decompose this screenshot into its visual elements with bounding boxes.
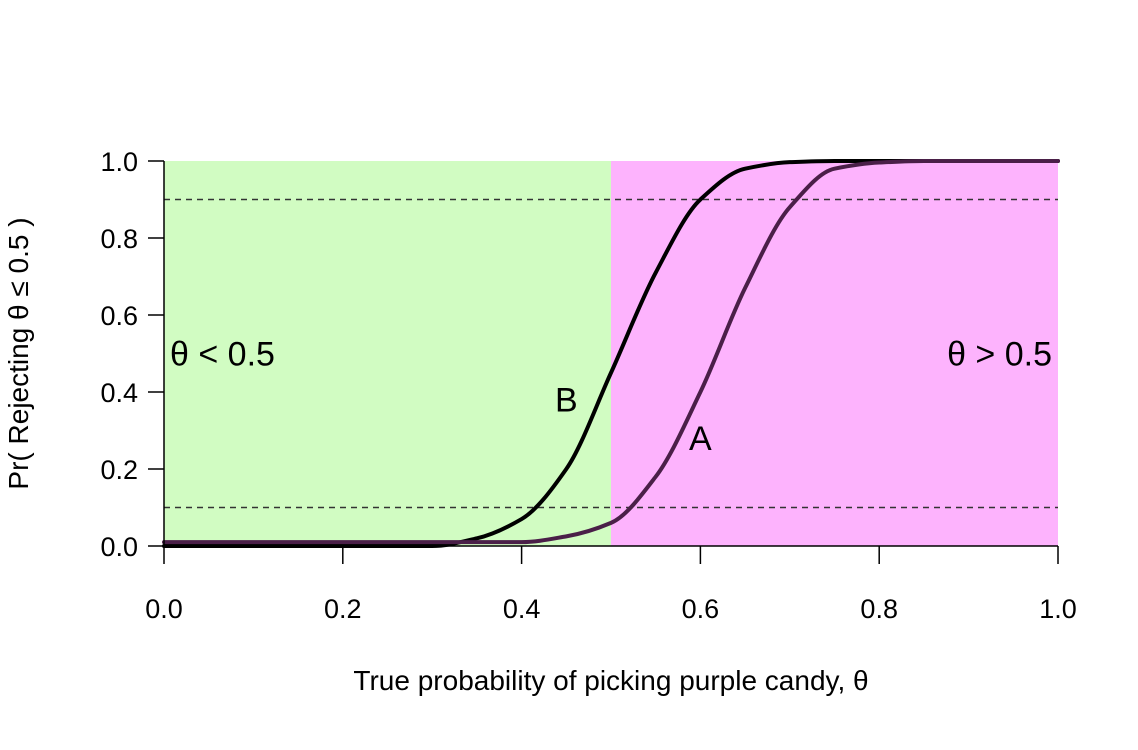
- regions: [164, 161, 1058, 546]
- curve-label-a: A: [689, 420, 712, 458]
- curve-a: [162, 158, 1060, 545]
- x-tick-label-0.2: 0.2: [324, 594, 362, 624]
- x-axis-label: True probability of picking purple candy…: [353, 665, 868, 696]
- region-low: [164, 161, 611, 546]
- curve-label-b: B: [555, 382, 578, 420]
- y-axis-label: Pr( Rejecting θ ≤ 0.5 ): [3, 217, 34, 489]
- x-tick-label-0.0: 0.0: [145, 594, 183, 624]
- x-tick-label-0.8: 0.8: [860, 594, 898, 624]
- region-label-high: θ > 0.5: [947, 336, 1052, 374]
- reference-lines: [164, 198, 1058, 509]
- curves: [162, 158, 1060, 548]
- x-tick-label-1.0: 1.0: [1039, 594, 1077, 624]
- region-high: [611, 161, 1058, 546]
- y-tick-label-0.2: 0.2: [100, 455, 138, 485]
- labels: 0.0 0.2 0.4 0.6 0.8 1.0 0.0 0.2 0.4 0.6 0.8 1.0 True…: [3, 147, 1077, 696]
- y-tick-label-0.8: 0.8: [100, 224, 138, 254]
- y-tick-label-0.4: 0.4: [100, 378, 138, 408]
- x-tick-label-0.4: 0.4: [503, 594, 541, 624]
- y-tick-label-0.0: 0.0: [100, 532, 138, 562]
- y-tick-label-1.0: 1.0: [100, 147, 138, 177]
- x-tick-label-0.6: 0.6: [682, 594, 720, 624]
- y-tick-label-0.6: 0.6: [100, 301, 138, 331]
- region-label-low: θ < 0.5: [170, 336, 275, 374]
- axes: [148, 160, 1059, 564]
